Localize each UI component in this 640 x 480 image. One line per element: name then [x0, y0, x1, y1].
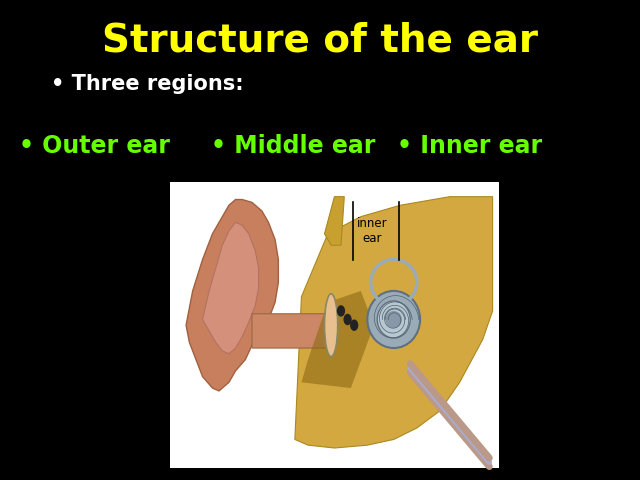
Text: • Middle ear: • Middle ear — [211, 134, 376, 158]
Polygon shape — [295, 197, 493, 448]
Ellipse shape — [324, 294, 338, 357]
Polygon shape — [186, 200, 278, 391]
Text: • Three regions:: • Three regions: — [51, 74, 244, 95]
Ellipse shape — [344, 314, 352, 325]
Text: Structure of the ear: Structure of the ear — [102, 22, 538, 60]
Ellipse shape — [350, 320, 358, 331]
Polygon shape — [324, 197, 344, 245]
Ellipse shape — [377, 301, 410, 338]
Ellipse shape — [367, 291, 420, 348]
Text: • Inner ear: • Inner ear — [397, 134, 542, 158]
Text: • Outer ear: • Outer ear — [19, 134, 170, 158]
Ellipse shape — [337, 305, 345, 317]
Polygon shape — [202, 222, 259, 354]
Text: inner
ear: inner ear — [357, 217, 388, 245]
Polygon shape — [301, 291, 374, 388]
Polygon shape — [252, 314, 334, 348]
FancyBboxPatch shape — [170, 182, 499, 468]
Ellipse shape — [385, 311, 402, 328]
